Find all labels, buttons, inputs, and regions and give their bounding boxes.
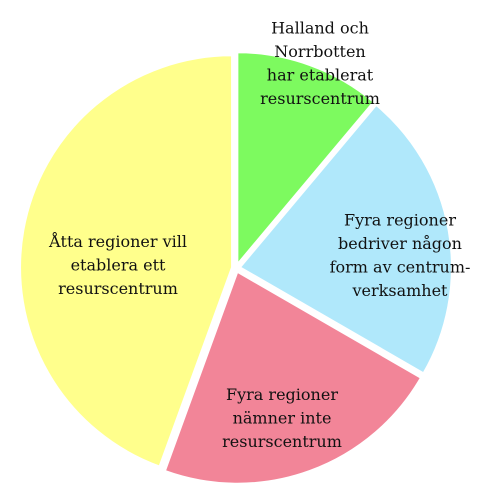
slice-label: etablera ett (71, 256, 166, 275)
slice-label: resurscentrum (260, 89, 380, 108)
slice-label: Fyra regioner (344, 210, 456, 229)
slice-label: verksamhet (352, 281, 449, 300)
slice-label: Fyra regioner (226, 385, 338, 404)
pie-slice (163, 270, 423, 485)
pie-slice (19, 54, 234, 468)
slice-label: Halland och (271, 18, 369, 37)
pie-slice (236, 51, 376, 267)
slice-label: Åtta regioner vill (48, 231, 187, 251)
slice-label: nämner inte (233, 409, 332, 428)
slice-label: resurscentrum (58, 279, 178, 298)
slice-label: form av centrum- (330, 257, 471, 276)
slice-label: Norrbotten (274, 42, 365, 61)
pie-slice (238, 103, 453, 375)
slice-label: bedriver någon (338, 234, 462, 253)
slice-label: resurscentrum (222, 432, 342, 451)
slice-label: har etablerat (267, 65, 374, 84)
